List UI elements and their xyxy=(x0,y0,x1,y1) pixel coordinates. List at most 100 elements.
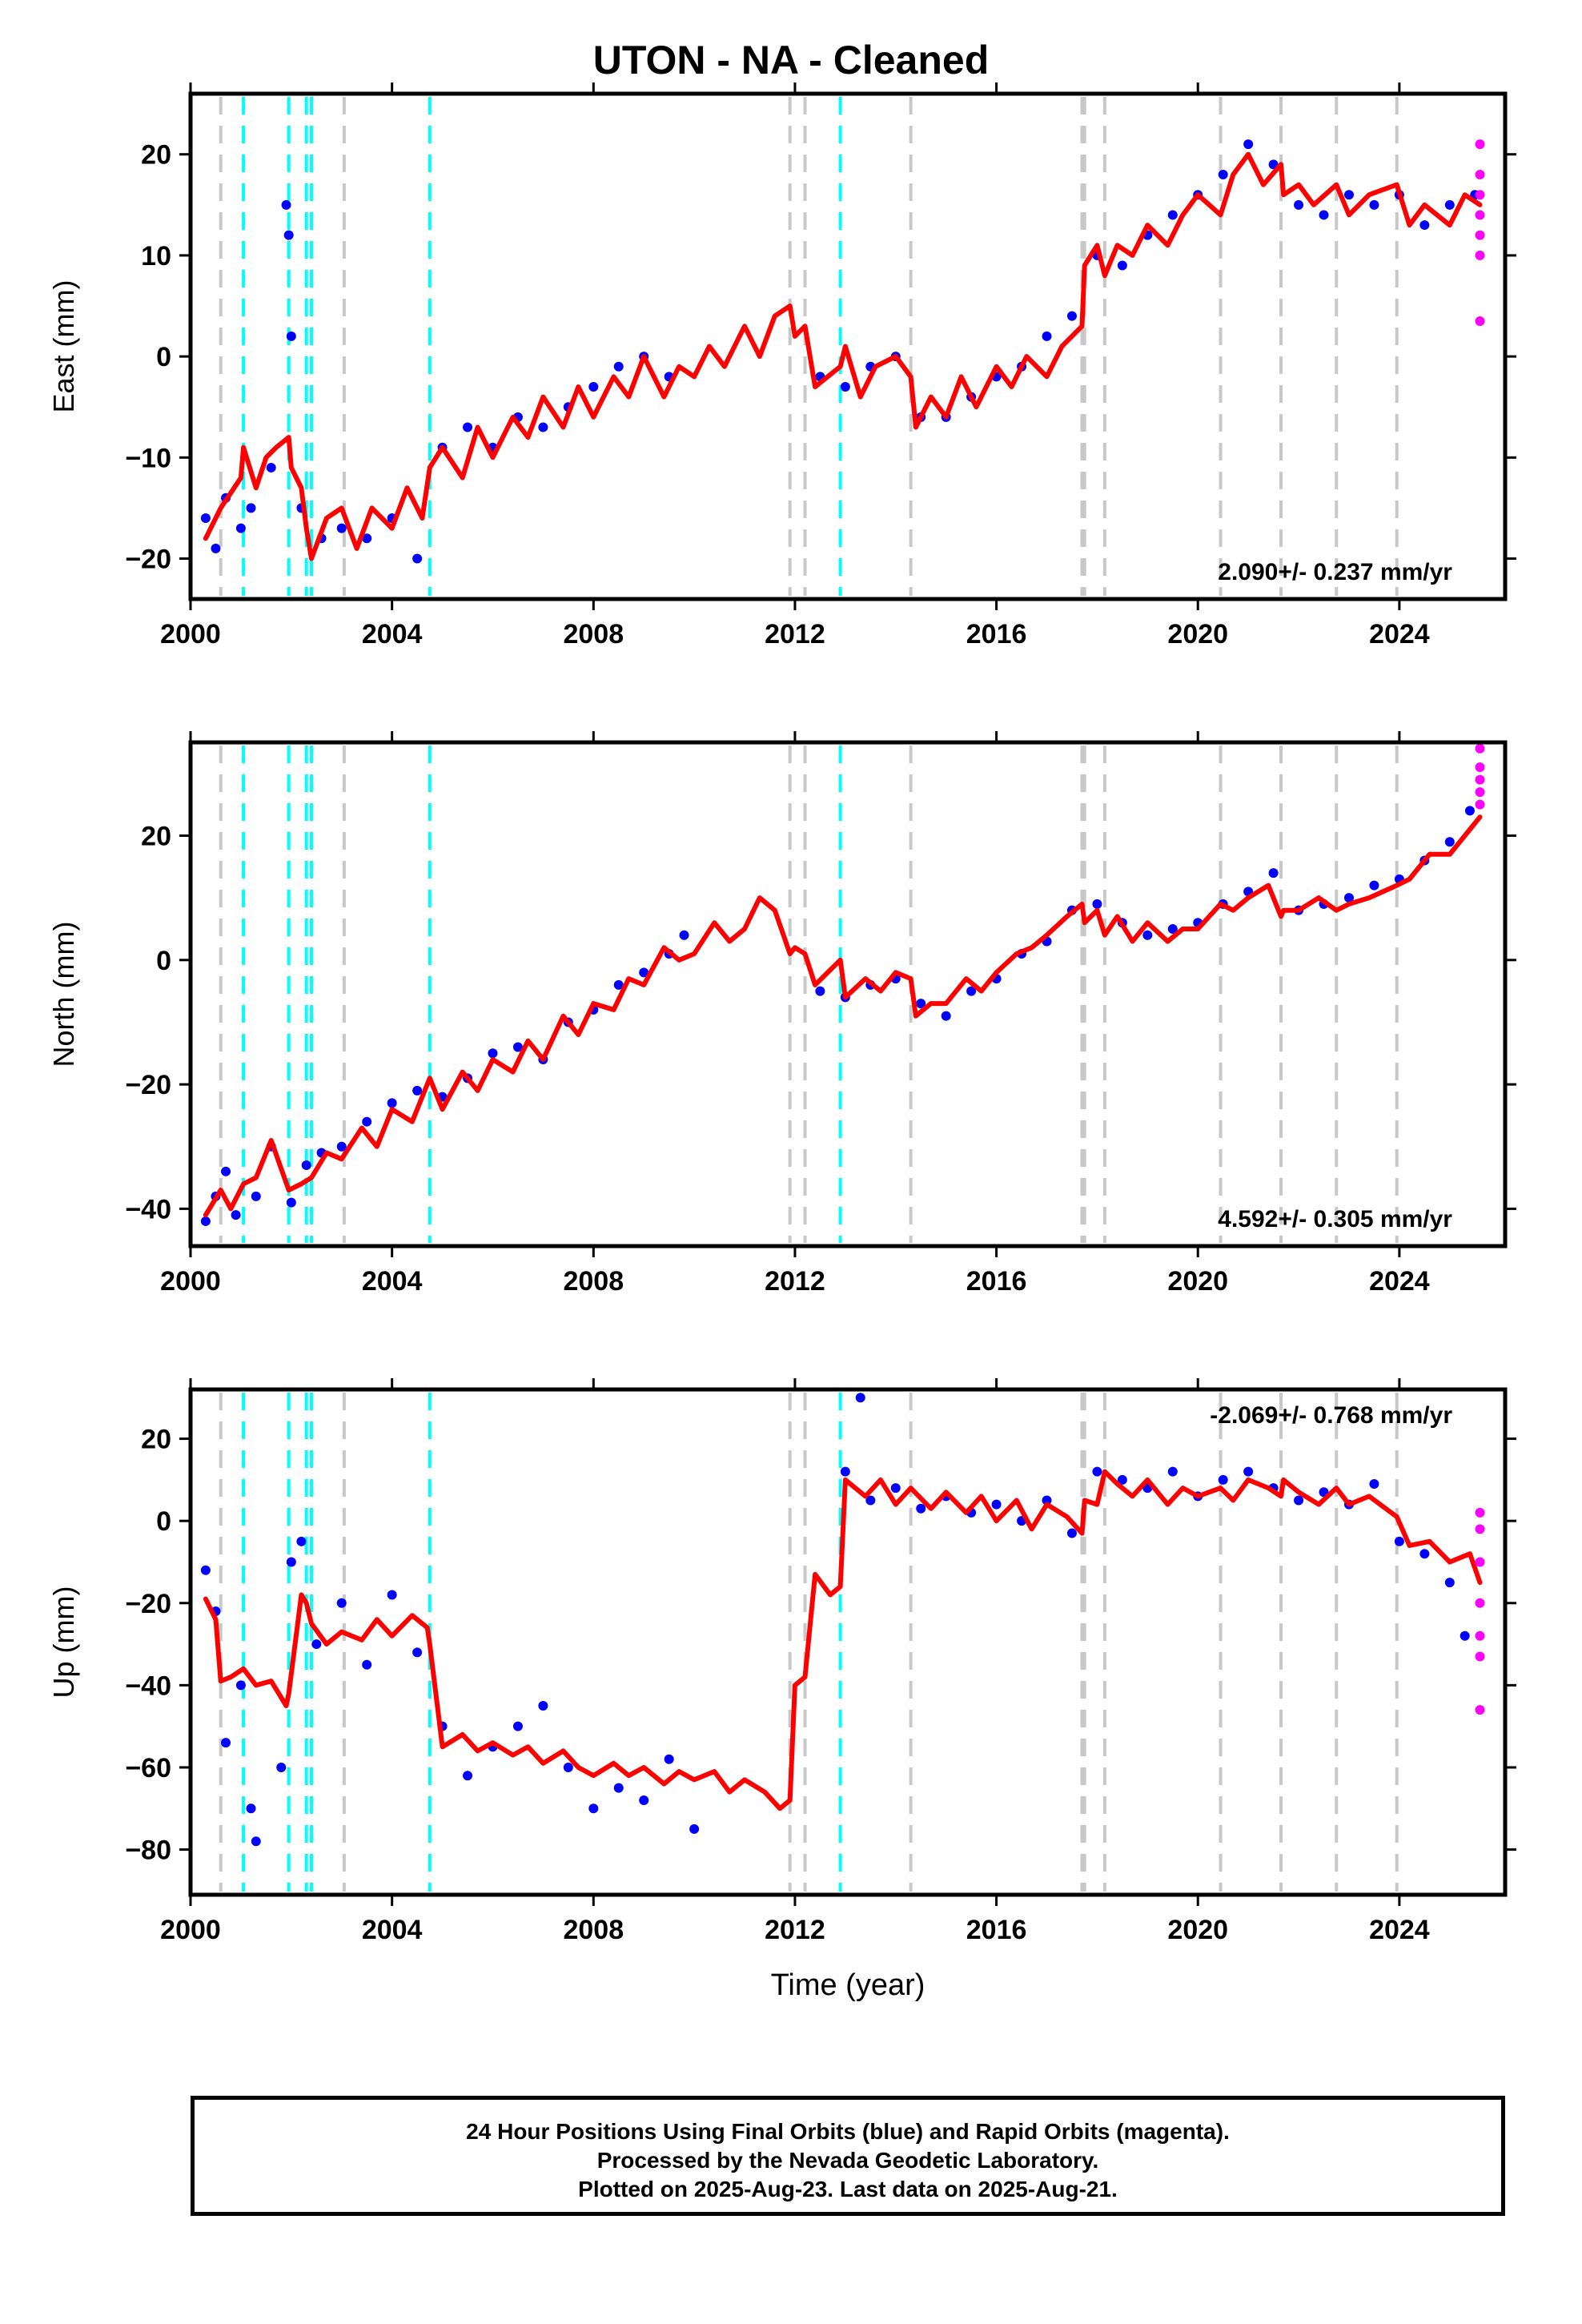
final-orbit-point xyxy=(1167,1466,1178,1477)
x-tick-label: 2004 xyxy=(362,1915,423,1945)
final-orbit-point xyxy=(613,979,624,990)
rate-label: -2.069+/- 0.768 mm/yr xyxy=(1210,1402,1452,1429)
final-orbit-point xyxy=(1218,169,1228,179)
final-orbit-point xyxy=(235,523,246,533)
final-orbit-point xyxy=(1444,837,1455,847)
final-orbit-point xyxy=(1066,311,1077,321)
final-orbit-point xyxy=(283,230,294,240)
y-tick-label: −80 xyxy=(125,1835,171,1866)
x-axis-label: Time (year) xyxy=(771,1968,926,2002)
final-orbit-point xyxy=(1294,199,1304,210)
final-orbit-point xyxy=(200,1565,211,1575)
y-tick-label: 20 xyxy=(141,140,171,171)
final-orbit-point xyxy=(276,1762,287,1772)
plot-frame xyxy=(188,740,1508,1248)
final-orbit-point xyxy=(1218,1474,1228,1485)
rapid-orbit-point xyxy=(1475,1705,1485,1715)
final-orbit-point xyxy=(231,1210,241,1220)
x-tick-label: 2024 xyxy=(1369,1915,1430,1945)
y-axis-label: North (mm) xyxy=(47,922,80,1068)
final-orbit-point xyxy=(1394,1536,1404,1546)
final-orbit-point xyxy=(336,523,347,533)
footer-box: 24 Hour Positions Using Final Orbits (bl… xyxy=(191,2096,1505,2216)
rapid-orbit-point xyxy=(1475,210,1485,220)
panel-north: 2000 2004 2008 2012 2016 2020 2024 −40 −20 0 20 Nor… xyxy=(47,731,1516,1297)
final-orbit-point xyxy=(890,1483,901,1494)
final-orbit-point xyxy=(1042,331,1052,341)
y-tick-label: −60 xyxy=(125,1753,171,1783)
final-orbit-point xyxy=(916,999,926,1009)
final-orbit-point xyxy=(301,1160,311,1171)
final-orbit-point xyxy=(296,1536,307,1546)
final-orbit-point xyxy=(412,553,423,564)
y-tick-label: 20 xyxy=(141,821,171,851)
footer-line-2: Processed by the Nevada Geodetic Laborat… xyxy=(596,2148,1099,2173)
final-orbit-point xyxy=(1369,1478,1379,1489)
final-orbit-point xyxy=(1117,1474,1127,1485)
final-orbit-point xyxy=(639,1795,649,1806)
model-line xyxy=(203,814,1483,1218)
footer-line-3: Plotted on 2025-Aug-23. Last data on 202… xyxy=(578,2177,1118,2201)
final-orbit-point xyxy=(488,1048,498,1059)
final-orbit-point xyxy=(815,986,825,996)
final-orbit-point xyxy=(1343,893,1354,903)
final-orbit-point xyxy=(1460,1630,1470,1641)
final-orbit-point xyxy=(512,1042,523,1052)
x-tick-label: 2020 xyxy=(1167,1915,1228,1945)
final-orbit-point xyxy=(286,1557,296,1567)
final-orbit-point xyxy=(1042,1495,1052,1506)
final-orbit-point xyxy=(412,1647,423,1658)
x-tick-label: 2000 xyxy=(160,1266,221,1297)
final-orbit-point xyxy=(664,1754,674,1764)
final-orbit-point xyxy=(941,1011,951,1021)
final-orbit-point xyxy=(387,1590,397,1600)
final-orbit-point xyxy=(211,543,221,553)
y-tick-label: 20 xyxy=(141,1425,171,1455)
chart-title: UTON - NA - Cleaned xyxy=(592,38,990,82)
final-orbit-point xyxy=(1167,923,1178,934)
final-orbit-point xyxy=(1419,1549,1430,1559)
final-orbit-point xyxy=(286,331,296,341)
final-orbit-point xyxy=(412,1085,423,1096)
rapid-orbit-point xyxy=(1475,250,1485,260)
final-orbit-point xyxy=(1419,220,1430,231)
y-axis-label: East (mm) xyxy=(47,280,80,413)
final-orbit-point xyxy=(865,1495,876,1506)
final-orbit-point xyxy=(362,533,372,544)
final-orbit-point xyxy=(336,1141,347,1152)
final-orbit-point xyxy=(221,1738,231,1748)
final-orbit-point xyxy=(221,1166,231,1176)
panel-east: 2000 2004 2008 2012 2016 2020 2024 −20 −10 0 10 20 E… xyxy=(47,82,1516,649)
rapid-orbit-point xyxy=(1475,316,1485,326)
final-orbit-point xyxy=(588,381,599,392)
model-line xyxy=(203,1469,1483,1811)
plot-frame xyxy=(188,91,1508,601)
x-tick-label: 2004 xyxy=(362,619,423,649)
final-orbit-point xyxy=(563,1762,573,1772)
final-orbit-point xyxy=(1369,880,1379,891)
final-orbit-point xyxy=(463,1771,473,1781)
final-orbit-point xyxy=(266,462,276,472)
rapid-orbit-point xyxy=(1475,774,1485,785)
final-orbit-point xyxy=(463,422,473,432)
final-orbit-point xyxy=(1117,260,1127,271)
final-orbit-point xyxy=(538,1701,548,1711)
footer-line-1: 24 Hour Positions Using Final Orbits (bl… xyxy=(466,2119,1230,2144)
rapid-orbit-point xyxy=(1475,169,1485,179)
final-orbit-point xyxy=(1243,1466,1254,1477)
final-orbit-point xyxy=(1243,139,1254,150)
final-orbit-point xyxy=(251,1836,261,1847)
final-orbit-point xyxy=(1294,1495,1304,1506)
y-tick-label: −10 xyxy=(125,443,171,473)
final-orbit-point xyxy=(281,199,291,210)
final-orbit-point xyxy=(1464,806,1475,816)
final-orbit-point xyxy=(840,1466,850,1477)
rapid-orbit-point xyxy=(1475,1507,1485,1518)
y-tick-label: −40 xyxy=(125,1671,171,1701)
final-orbit-point xyxy=(916,1503,926,1514)
rapid-orbit-point xyxy=(1475,1598,1485,1608)
rate-label: 2.090+/- 0.237 mm/yr xyxy=(1218,559,1452,585)
final-orbit-point xyxy=(286,1197,296,1208)
rapid-orbit-point xyxy=(1475,787,1485,798)
rapid-orbit-point xyxy=(1475,1524,1485,1534)
